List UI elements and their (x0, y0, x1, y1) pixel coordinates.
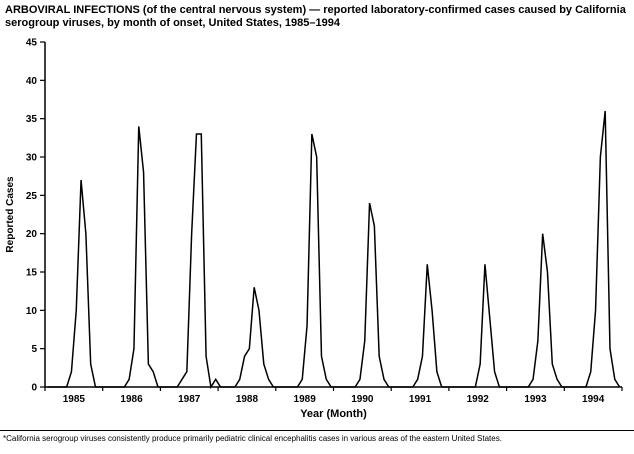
chart-area: 0 5 10 15 20 25 30 35 40 45 1985 1986 1987 1988 1989 19… (0, 30, 634, 422)
footnote-text: *California serogroup viruses consistent… (3, 434, 502, 443)
y-tick-label: 40 (26, 76, 38, 87)
x-tick-label: 1993 (524, 394, 547, 405)
y-tick-label: 10 (26, 306, 38, 317)
y-tick-label: 25 (26, 191, 38, 202)
x-axis-title: Year (Month) (300, 408, 367, 420)
x-tick-label: 1988 (236, 394, 259, 405)
axes (44, 42, 622, 388)
x-tick-label: 1987 (178, 394, 201, 405)
cases-line (47, 110, 621, 390)
x-tick-label: 1986 (120, 394, 143, 405)
y-tick-label: 15 (26, 268, 38, 279)
y-tick-label: 45 (26, 38, 38, 49)
y-tick-label: 20 (26, 229, 38, 240)
x-tick-label: 1989 (294, 394, 317, 405)
y-tick-label: 0 (31, 383, 37, 394)
y-tick-label: 5 (31, 344, 37, 355)
y-tick-label: 30 (26, 153, 38, 164)
arboviral-cases-line-chart: 0 5 10 15 20 25 30 35 40 45 1985 1986 1987 1988 1989 19… (5, 38, 623, 420)
x-tick-label: 1994 (582, 394, 605, 405)
chart-title: ARBOVIRAL INFECTIONS (of the central ner… (5, 4, 626, 30)
x-tick-label: 1991 (409, 394, 432, 405)
x-tick-label: 1990 (351, 394, 374, 405)
y-axis-title: Reported Cases (5, 176, 16, 253)
x-tick-label: 1992 (467, 394, 490, 405)
x-tick-label: 1985 (63, 394, 86, 405)
footnote-section: *California serogroup viruses consistent… (0, 430, 634, 443)
y-tick-label: 35 (26, 114, 38, 125)
footnote-divider (0, 430, 634, 431)
